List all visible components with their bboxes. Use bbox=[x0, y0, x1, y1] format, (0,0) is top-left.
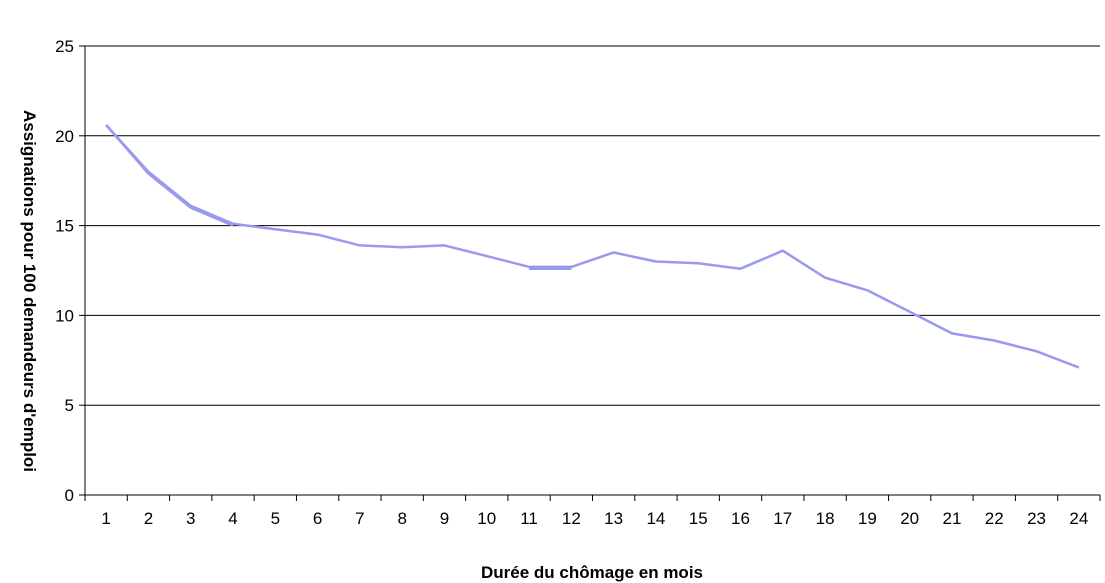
x-tick-label: 18 bbox=[816, 509, 835, 528]
y-axis-title: Assignations pour 100 demandeurs d'emplo… bbox=[20, 110, 39, 472]
x-tick-label: 9 bbox=[440, 509, 449, 528]
x-ticks: 1 2 3 4 5 6 7 8 9 10 11 12 13 14 15 16 17 18 19 20 21 22 23 24 bbox=[84, 495, 1101, 528]
x-tick-label: 3 bbox=[186, 509, 195, 528]
y-tick-label: 10 bbox=[55, 306, 74, 325]
x-tick-label: 1 bbox=[101, 509, 110, 528]
x-tick-label: 17 bbox=[773, 509, 792, 528]
x-tick-label: 7 bbox=[355, 509, 364, 528]
x-tick-label: 6 bbox=[313, 509, 322, 528]
x-tick-label: 10 bbox=[477, 509, 496, 528]
series-line-1 bbox=[105, 124, 1080, 369]
y-tick-label: 25 bbox=[55, 37, 74, 56]
series-lines bbox=[105, 124, 1080, 369]
x-axis-title: Durée du chômage en mois bbox=[481, 563, 703, 582]
y-tick-label: 15 bbox=[55, 217, 74, 236]
x-tick-label: 15 bbox=[689, 509, 708, 528]
y-tick-label: 20 bbox=[55, 127, 74, 146]
x-tick-label: 13 bbox=[604, 509, 623, 528]
x-tick-label: 19 bbox=[858, 509, 877, 528]
y-tick-label: 5 bbox=[65, 396, 74, 415]
axes bbox=[84, 46, 1100, 496]
x-tick-label: 14 bbox=[646, 509, 665, 528]
x-tick-label: 5 bbox=[271, 509, 280, 528]
x-tick-label: 4 bbox=[228, 509, 237, 528]
x-tick-label: 23 bbox=[1027, 509, 1046, 528]
x-tick-label: 22 bbox=[985, 509, 1004, 528]
x-tick-label: 12 bbox=[562, 509, 581, 528]
x-tick-label: 21 bbox=[943, 509, 962, 528]
x-tick-label: 20 bbox=[900, 509, 919, 528]
y-tick-label: 0 bbox=[65, 486, 74, 505]
x-tick-label: 11 bbox=[520, 509, 538, 528]
series-line-2 bbox=[105, 124, 572, 270]
y-ticks: 0 5 10 15 20 25 bbox=[55, 37, 85, 505]
x-tick-label: 16 bbox=[731, 509, 750, 528]
x-tick-label: 2 bbox=[144, 509, 153, 528]
x-tick-label: 24 bbox=[1069, 509, 1088, 528]
x-tick-label: 8 bbox=[397, 509, 406, 528]
